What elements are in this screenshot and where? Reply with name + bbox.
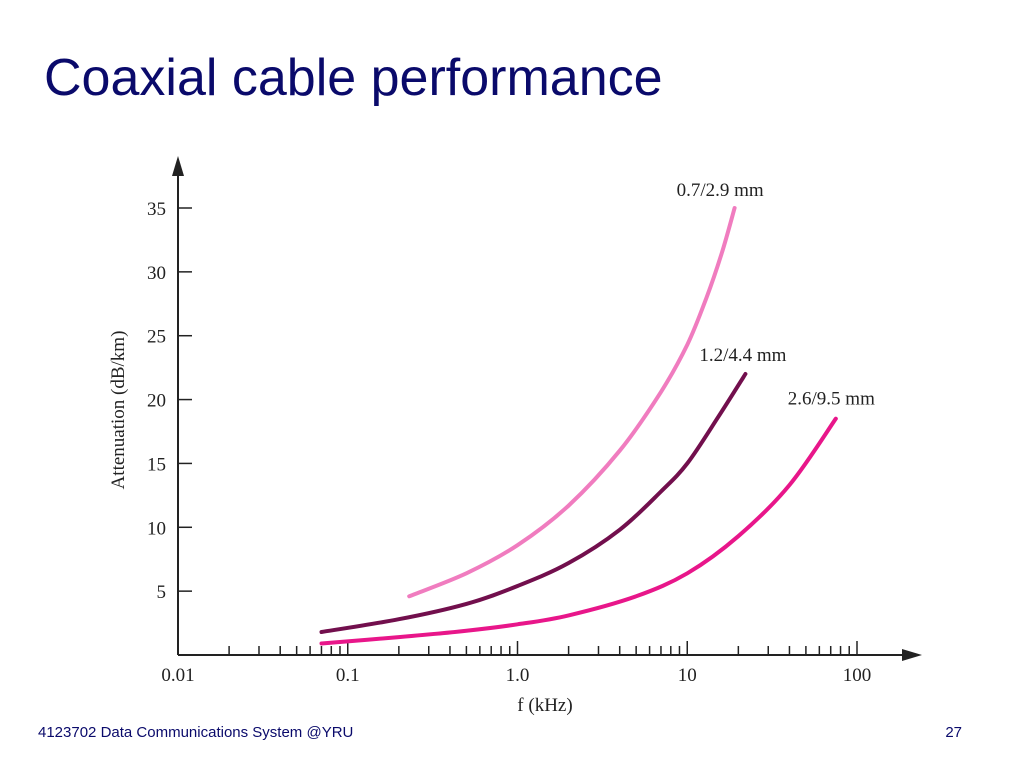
y-tick-label: 20 bbox=[147, 391, 166, 412]
x-tick-label: 10 bbox=[678, 665, 697, 686]
x-axis-ticks: 0.01 0.1 1.0 10 100 bbox=[161, 641, 871, 686]
x-tick-label: 0.1 bbox=[336, 665, 360, 686]
x-axis-label: f (kHz) bbox=[517, 695, 572, 716]
y-axis-ticks: 5 10 15 20 25 30 35 bbox=[147, 199, 192, 603]
series-labels: 0.7/2.9 mm 1.2/4.4 mm 2.6/9.5 mm bbox=[677, 180, 876, 410]
x-axis-arrow bbox=[902, 649, 922, 661]
y-axis-label: Attenuation (dB/km) bbox=[108, 331, 129, 490]
footer-course: 4123702 Data Communications System @YRU bbox=[38, 724, 354, 741]
slide-title: Coaxial cable performance bbox=[44, 49, 663, 107]
x-tick-label: 0.01 bbox=[161, 665, 194, 686]
series-label-2: 1.2/4.4 mm bbox=[699, 345, 786, 366]
page-number: 27 bbox=[945, 724, 962, 741]
y-tick-label: 15 bbox=[147, 454, 166, 475]
series-line-3 bbox=[319, 416, 838, 646]
y-tick-label: 25 bbox=[147, 327, 166, 348]
x-tick-label: 1.0 bbox=[506, 665, 530, 686]
y-tick-label: 10 bbox=[147, 518, 166, 539]
series-lines bbox=[319, 206, 838, 646]
series-line-1 bbox=[407, 206, 737, 599]
y-tick-label: 5 bbox=[157, 582, 167, 603]
series-line-2 bbox=[319, 372, 748, 634]
series-label-3: 2.6/9.5 mm bbox=[788, 389, 875, 410]
series-label-1: 0.7/2.9 mm bbox=[677, 180, 764, 201]
y-tick-label: 30 bbox=[147, 263, 166, 284]
x-tick-label: 100 bbox=[843, 665, 872, 686]
y-axis-arrow bbox=[172, 156, 184, 176]
y-tick-label: 35 bbox=[147, 199, 166, 220]
